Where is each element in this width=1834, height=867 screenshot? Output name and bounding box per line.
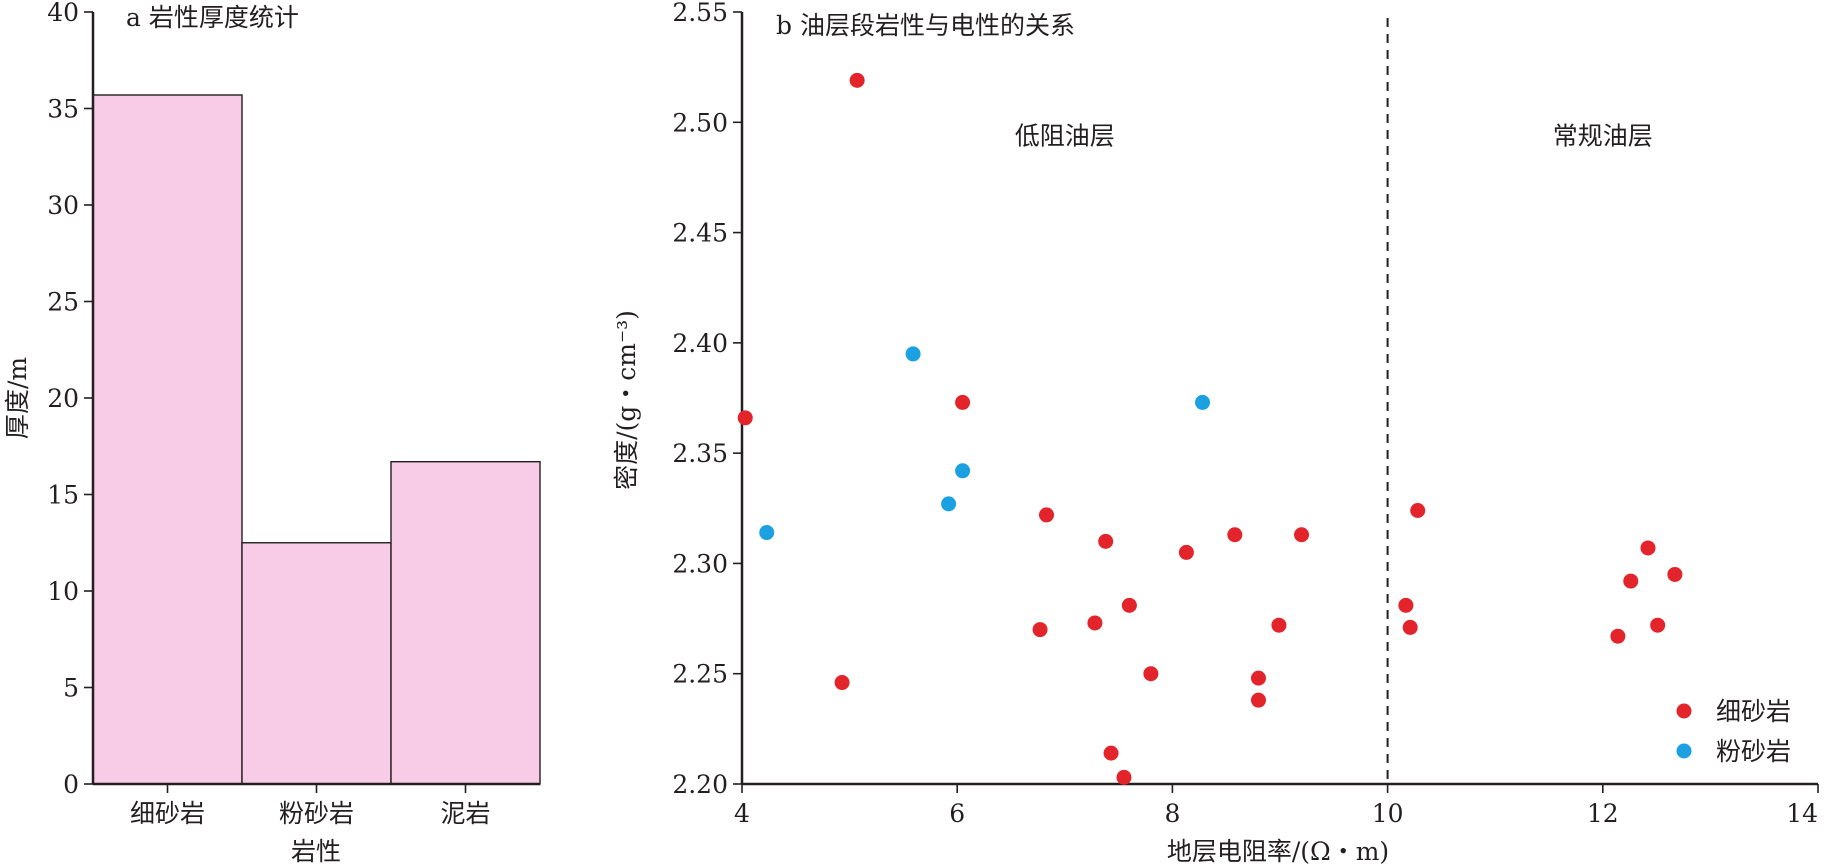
point-series-0 [1116, 769, 1132, 785]
chart-a-bars [92, 94, 541, 785]
point-series-0 [1178, 544, 1194, 560]
y-tick-label: 35 [47, 95, 79, 124]
chart-b-points [737, 72, 1683, 785]
x-tick-label: 10 [1372, 799, 1404, 828]
chart-b-y-ticks: 2.20 2.25 2.30 2.35 2.40 2.45 2.50 2.55 [672, 0, 742, 799]
y-tick-label: 15 [47, 481, 79, 510]
point-series-0 [1610, 628, 1626, 644]
y-tick-label: 20 [47, 384, 79, 413]
point-series-0 [1398, 597, 1414, 613]
point-series-1 [905, 346, 921, 362]
y-tick-label: 30 [47, 191, 79, 220]
point-series-0 [1402, 619, 1418, 635]
y-tick-label: 40 [47, 0, 79, 27]
legend-label: 粉砂岩 [1716, 737, 1791, 766]
chart-a-x-label: 岩性 [291, 837, 341, 866]
y-tick-label: 2.30 [672, 549, 728, 578]
chart-b-y-label: 密度/(g・cm⁻³) [612, 310, 641, 490]
point-series-0 [955, 394, 971, 410]
chart-b-x-ticks: 4 6 8 10 12 14 [734, 784, 1819, 828]
x-tick-label: 12 [1587, 799, 1619, 828]
point-series-1 [955, 463, 971, 479]
y-tick-label: 2.20 [672, 770, 728, 799]
x-tick-label: 8 [1164, 799, 1180, 828]
point-series-0 [737, 410, 753, 426]
legend-marker [1676, 703, 1692, 719]
chart-a-y-ticks: 0 5 10 15 20 25 30 35 40 [47, 0, 93, 799]
chart-a-x-ticks: 细砂岩 粉砂岩 泥岩 [130, 784, 491, 828]
point-series-1 [941, 496, 957, 512]
point-series-0 [1103, 745, 1119, 761]
point-series-1 [759, 525, 775, 541]
y-tick-label: 0 [63, 770, 79, 799]
x-tick-label: 粉砂岩 [279, 799, 354, 828]
x-tick-label: 泥岩 [440, 799, 490, 828]
legend-label: 细砂岩 [1716, 697, 1791, 726]
point-series-0 [1121, 597, 1137, 613]
y-tick-label: 2.55 [672, 0, 728, 27]
point-series-0 [1143, 666, 1159, 682]
point-series-0 [1227, 527, 1243, 543]
point-series-0 [1667, 566, 1683, 582]
x-tick-label: 4 [734, 799, 750, 828]
point-series-0 [1087, 615, 1103, 631]
x-tick-label: 6 [949, 799, 965, 828]
point-series-0 [834, 675, 850, 691]
legend-marker [1676, 743, 1692, 759]
y-tick-label: 2.25 [672, 660, 728, 689]
point-series-0 [1039, 507, 1055, 523]
x-tick-label: 细砂岩 [130, 799, 205, 828]
point-series-0 [849, 72, 865, 88]
point-series-0 [1650, 617, 1666, 633]
bar-1 [241, 542, 392, 785]
chart-b-scatter: 2.20 2.25 2.30 2.35 2.40 2.45 2.50 2.55 4 6 8 10 12… [612, 0, 1819, 866]
point-series-0 [1410, 502, 1426, 518]
y-tick-label: 10 [47, 577, 79, 606]
point-series-0 [1623, 573, 1639, 589]
region-annotation: 低阻油层 [1015, 121, 1115, 150]
y-tick-label: 2.45 [672, 219, 728, 248]
point-series-0 [1640, 540, 1656, 556]
point-series-0 [1032, 622, 1048, 638]
bar-2 [390, 460, 541, 785]
point-series-0 [1271, 617, 1287, 633]
point-series-0 [1294, 527, 1310, 543]
y-tick-label: 2.35 [672, 439, 728, 468]
x-tick-label: 14 [1786, 799, 1818, 828]
bar-0 [92, 94, 243, 785]
point-series-0 [1250, 692, 1266, 708]
y-tick-label: 25 [47, 288, 79, 317]
point-series-0 [1098, 533, 1114, 549]
chart-a-thickness: 0 5 10 15 20 25 30 35 40 细砂岩 粉砂岩 泥岩 a 岩性厚度统计 岩性 厚度… [3, 0, 541, 866]
chart-b-title: b 油层段岩性与电性的关系 [776, 11, 1075, 40]
point-series-0 [1250, 670, 1266, 686]
point-series-1 [1195, 394, 1211, 410]
chart-a-title: a 岩性厚度统计 [126, 3, 299, 32]
region-annotation: 常规油层 [1553, 121, 1653, 150]
chart-b-x-label: 地层电阻率/(Ω・m) [1167, 837, 1389, 866]
y-tick-label: 2.50 [672, 108, 728, 137]
chart-a-y-label: 厚度/m [3, 357, 32, 439]
chart-b-annotations: 低阻油层 常规油层 [1015, 121, 1653, 150]
y-tick-label: 2.40 [672, 329, 728, 358]
y-tick-label: 5 [63, 674, 79, 703]
